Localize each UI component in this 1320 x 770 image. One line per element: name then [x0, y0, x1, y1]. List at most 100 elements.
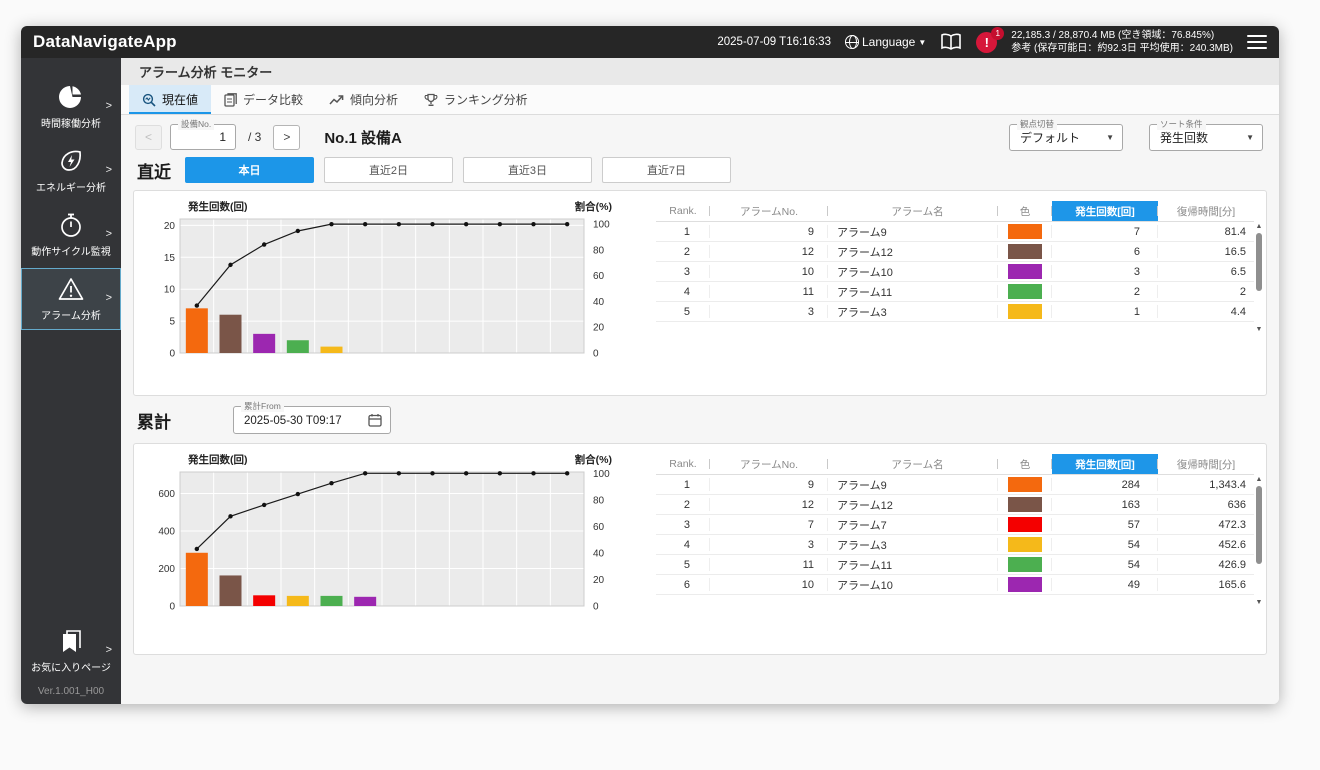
- tab-trend-analysis[interactable]: 傾向分析: [316, 85, 411, 114]
- cell-alarm-no: 11: [710, 282, 828, 301]
- table-row[interactable]: 2 12 アラーム12 6 16.5: [656, 242, 1254, 262]
- table-row[interactable]: 1 9 アラーム9 284 1,343.4: [656, 475, 1254, 495]
- document-compare-icon: [224, 92, 237, 107]
- globe-icon: [844, 35, 859, 49]
- table-row[interactable]: 3 7 アラーム7 57 472.3: [656, 515, 1254, 535]
- scroll-down-icon[interactable]: ▼: [1255, 326, 1263, 333]
- cell-recovery: 4.4: [1230, 305, 1246, 318]
- svg-text:割合(%): 割合(%): [575, 453, 612, 466]
- equipment-controls: < 設備No. 1 / 3 > No.1 設備A 観点切替 デフォルト ▼ ソー…: [121, 115, 1279, 153]
- svg-text:400: 400: [158, 527, 175, 538]
- cell-alarm-no: 10: [710, 575, 828, 594]
- table-row[interactable]: 4 11 アラーム11 2 2: [656, 282, 1254, 302]
- prev-equipment-button[interactable]: <: [135, 124, 162, 150]
- bookmark-icon: [58, 628, 84, 654]
- cell-recovery: 6.5: [1230, 265, 1246, 278]
- table-row[interactable]: 1 9 アラーム9 7 81.4: [656, 222, 1254, 242]
- calendar-icon[interactable]: [368, 413, 382, 427]
- table-row[interactable]: 3 10 アラーム10 3 6.5: [656, 262, 1254, 282]
- tab-ranking-analysis[interactable]: ランキング分析: [411, 85, 541, 114]
- cumulative-from-field[interactable]: 累計From 2025-05-30 T09:17: [233, 400, 391, 434]
- clock-text: 2025-07-09 T16:16:33: [717, 36, 831, 48]
- sidebar-item-label: 時間稼働分析: [41, 119, 101, 130]
- storage-line1: 22,185.3 / 28,870.4 MB (空き領域：76.845%): [1011, 30, 1215, 41]
- scroll-down-icon[interactable]: ▼: [1255, 599, 1263, 606]
- pareto-chart-svg: 0 5 10 15 20 0 20 40 60 80 100 発生回数(回) 割合(%): [164, 200, 612, 360]
- cell-rank: 1: [656, 475, 710, 494]
- equipment-number-field[interactable]: 設備No. 1: [170, 118, 236, 150]
- storage-status: 22,185.3 / 28,870.4 MB (空き領域：76.845%) 参考…: [1011, 29, 1233, 55]
- sidebar-item-operating-time[interactable]: 時間稼働分析 >: [21, 76, 121, 138]
- col-count[interactable]: 発生回数[回]: [1052, 454, 1158, 474]
- table-scrollbar[interactable]: ▲ ▼: [1254, 222, 1264, 334]
- color-swatch: [1008, 577, 1042, 592]
- cell-recovery: 165.6: [1218, 578, 1246, 591]
- cell-count: 2: [1052, 282, 1158, 301]
- chevron-right-icon: >: [105, 164, 112, 177]
- scroll-up-icon[interactable]: ▲: [1255, 223, 1263, 230]
- table-row[interactable]: 6 10 アラーム10 49 165.6: [656, 575, 1254, 595]
- pie-chart-icon: [58, 84, 84, 110]
- cumulative-pareto-chart: 0 200 400 600 0 20 40 60 80 100 発生回数(回) 割合(%): [134, 444, 654, 654]
- sort-condition-select[interactable]: ソート条件 発生回数 ▼: [1149, 117, 1263, 151]
- sidebar-item-label: 動作サイクル監視: [31, 247, 111, 258]
- recent-panel: 0 5 10 15 20 0 20 40 60 80 100 発生回数(回) 割合(%) Rank. ア…: [133, 190, 1267, 396]
- color-swatch: [1008, 497, 1042, 512]
- cell-rank: 5: [656, 555, 710, 574]
- col-alarm-no: アラームNo.: [710, 454, 828, 474]
- caret-down-icon: ▼: [918, 37, 927, 47]
- svg-text:60: 60: [593, 271, 605, 282]
- cell-rank: 5: [656, 302, 710, 321]
- col-rank: Rank.: [656, 201, 710, 221]
- table-row[interactable]: 5 11 アラーム11 54 426.9: [656, 555, 1254, 575]
- cell-color: [998, 242, 1052, 261]
- cell-recovery: 636: [1227, 498, 1246, 511]
- table-scrollbar[interactable]: ▲ ▼: [1254, 475, 1264, 607]
- cell-recovery: 2: [1239, 285, 1246, 298]
- range-button-2days[interactable]: 直近2日: [324, 157, 453, 183]
- cell-rank: 3: [656, 262, 710, 281]
- scrollbar-thumb[interactable]: [1256, 486, 1262, 564]
- color-swatch: [1008, 244, 1042, 259]
- scroll-up-icon[interactable]: ▲: [1255, 476, 1263, 483]
- sidebar-item-cycle-monitor[interactable]: 動作サイクル監視 >: [21, 204, 121, 266]
- alert-notification-button[interactable]: ! 1: [976, 26, 1005, 53]
- sidebar-item-alarm-analysis[interactable]: アラーム分析 >: [21, 268, 121, 330]
- sidebar-item-energy[interactable]: エネルギー分析 >: [21, 140, 121, 202]
- table-row[interactable]: 2 12 アラーム12 163 636: [656, 495, 1254, 515]
- equipment-number-value: 1: [219, 130, 226, 144]
- app-logo: DataNavigateApp: [33, 32, 177, 51]
- cell-recovery: 1,343.4: [1209, 478, 1246, 491]
- tab-data-compare[interactable]: データ比較: [211, 85, 316, 114]
- col-alarm-no: アラームNo.: [710, 201, 828, 221]
- scrollbar-thumb[interactable]: [1256, 233, 1262, 291]
- hamburger-menu-icon[interactable]: [1247, 31, 1267, 53]
- sidebar-item-favorites[interactable]: お気に入りページ >: [21, 620, 121, 682]
- table-row[interactable]: 4 3 アラーム3 54 452.6: [656, 535, 1254, 555]
- trend-line-icon: [329, 94, 344, 104]
- tab-current-value[interactable]: 現在値: [129, 85, 212, 114]
- sidebar-item-label: アラーム分析: [41, 311, 101, 322]
- app-version: Ver.1.001_H00: [37, 686, 105, 697]
- color-swatch: [1008, 304, 1042, 319]
- svg-text:200: 200: [158, 564, 175, 575]
- range-button-today[interactable]: 本日: [185, 157, 314, 183]
- next-equipment-button[interactable]: >: [273, 124, 301, 150]
- cell-recovery: 472.3: [1218, 518, 1246, 531]
- trophy-icon: [424, 93, 438, 106]
- view-switch-select[interactable]: 観点切替 デフォルト ▼: [1009, 117, 1123, 151]
- table-row[interactable]: 5 3 アラーム3 1 4.4: [656, 302, 1254, 322]
- col-count[interactable]: 発生回数[回]: [1052, 201, 1158, 221]
- cell-rank: 4: [656, 282, 710, 301]
- manual-book-icon[interactable]: [940, 33, 962, 51]
- range-button-7days[interactable]: 直近7日: [602, 157, 731, 183]
- language-menu[interactable]: Language ▼: [844, 35, 927, 49]
- range-button-3days[interactable]: 直近3日: [463, 157, 592, 183]
- svg-text:80: 80: [593, 245, 605, 256]
- color-swatch: [1008, 284, 1042, 299]
- cell-alarm-name: アラーム10: [828, 575, 998, 594]
- app-window: DataNavigateApp 2025-07-09 T16:16:33 Lan…: [21, 26, 1279, 704]
- warning-triangle-icon: [57, 276, 85, 302]
- cell-alarm-name: アラーム12: [828, 242, 998, 261]
